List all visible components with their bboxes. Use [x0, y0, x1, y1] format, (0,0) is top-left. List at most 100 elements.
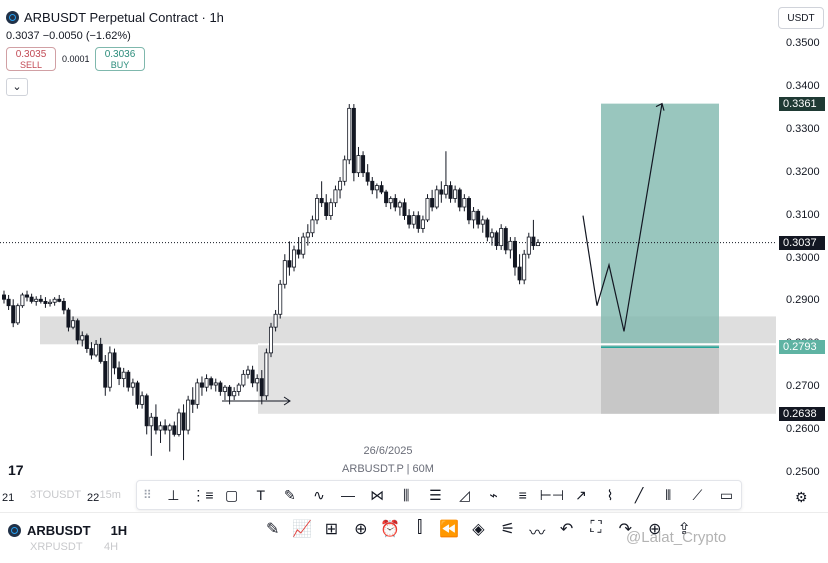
- candle-body: [38, 298, 43, 302]
- arc-icon[interactable]: ◿: [459, 486, 470, 503]
- bottom-tools: ✎ 📈 ⊞ ⊕ ⏰ ⫿ ⏪ ◈ ⚟ 〰 ↶ ⛶ ↷ ⊕ ⇪: [258, 519, 699, 543]
- price-chart[interactable]: [0, 0, 776, 478]
- target-price-tag: 0.3361: [779, 96, 825, 111]
- candle-body: [522, 253, 527, 281]
- candle-body: [34, 298, 39, 302]
- polyline-icon[interactable]: ⟋: [692, 486, 703, 503]
- horizontal-line-icon[interactable]: —: [341, 487, 356, 503]
- currency-selector[interactable]: USDT: [778, 7, 824, 29]
- stop-zone[interactable]: [601, 347, 719, 414]
- candle-body: [347, 107, 352, 161]
- bars-icon[interactable]: ⦀: [665, 486, 672, 503]
- share-icon[interactable]: ⇪: [677, 521, 691, 538]
- cursor-icon[interactable]: ⊥: [167, 486, 180, 503]
- candle-body: [517, 266, 522, 281]
- candle-body: [384, 191, 389, 204]
- curve-icon[interactable]: ∿: [313, 486, 325, 503]
- brush-2-icon[interactable]: ⌇: [606, 486, 614, 503]
- settings-sliders-icon[interactable]: ⚟: [500, 521, 515, 538]
- interval-selector[interactable]: 1H: [110, 523, 128, 538]
- candle-body: [209, 378, 214, 386]
- stop-price-tag: 0.2638: [779, 406, 825, 421]
- symbol-selector[interactable]: ARBUSDT 1H: [8, 523, 127, 538]
- comment-icon[interactable]: ▭: [719, 486, 734, 503]
- pencil-icon[interactable]: ✎: [265, 521, 280, 538]
- candle-body: [140, 395, 145, 405]
- screenshot-icon[interactable]: ⛶: [590, 519, 602, 536]
- layouts-icon[interactable]: ⊞: [324, 521, 339, 538]
- range-icon[interactable]: ⊢⊣: [539, 486, 565, 503]
- redo-icon[interactable]: ↷: [618, 521, 633, 538]
- chevron-down-icon[interactable]: ⌄: [6, 78, 28, 96]
- trend-line-icon[interactable]: ╱: [634, 486, 644, 503]
- text-icon[interactable]: T: [256, 487, 265, 503]
- candle-body: [57, 298, 62, 302]
- candles-icon[interactable]: ⫼: [403, 486, 410, 503]
- brush-icon[interactable]: ✎: [283, 486, 296, 503]
- candle-body: [163, 425, 168, 431]
- zoom-icon[interactable]: ⊕: [648, 521, 662, 538]
- candle-body: [103, 361, 108, 388]
- horizontal-arrow-annotation[interactable]: [222, 396, 291, 406]
- pattern-icon[interactable]: ⋈: [370, 486, 385, 503]
- add-icon[interactable]: ⊕: [354, 521, 368, 538]
- undo-icon[interactable]: ↶: [559, 521, 574, 538]
- candle-body: [407, 215, 412, 225]
- candle-body: [250, 369, 255, 384]
- fib-icon[interactable]: ☰: [429, 486, 442, 503]
- price-axis-label: 0.2500: [786, 466, 820, 478]
- candle-body: [25, 294, 30, 298]
- pitchfork-icon[interactable]: ⋮≡: [191, 486, 214, 503]
- candle-body: [319, 198, 324, 204]
- sell-price: 0.3035: [15, 49, 47, 60]
- trend-icon[interactable]: 〰: [529, 525, 546, 542]
- projection-path[interactable]: [582, 103, 663, 332]
- candle-body: [282, 260, 287, 285]
- replay-icon[interactable]: ⏪: [439, 521, 459, 538]
- candle-body: [89, 348, 94, 356]
- candle-body: [338, 180, 343, 191]
- candle-body: [172, 425, 177, 435]
- layers-icon[interactable]: ◈: [472, 521, 485, 538]
- candle-body: [2, 294, 7, 300]
- gear-icon[interactable]: ⚙: [795, 489, 808, 505]
- candle-body: [457, 189, 462, 208]
- buy-button[interactable]: 0.3036 BUY: [95, 47, 145, 71]
- candle-body: [448, 185, 453, 199]
- candle-body: [6, 298, 11, 307]
- candle-type-icon[interactable]: ⫿: [417, 519, 423, 536]
- candle-body: [232, 391, 237, 397]
- price-change-bar: 0.3037 −0.0050 (−1.62%): [6, 30, 131, 42]
- drawing-toolbar: ⠿ ⊥ ⋮≡ ▢ T ✎ ∿ — ⋈ ⫼ ☰ ◿ ⌁ ≡ ⊢⊣ ↗ ⌇ ╱ ⦀ …: [136, 480, 742, 510]
- indicators-icon[interactable]: 📈: [292, 521, 313, 538]
- price-axis-label: 0.2600: [786, 423, 820, 436]
- candle-body: [241, 373, 246, 386]
- rectangle-icon[interactable]: ▢: [225, 486, 239, 503]
- candle-body: [245, 369, 250, 375]
- drag-handle-icon[interactable]: ⠿: [143, 488, 152, 502]
- candle-body: [181, 412, 186, 431]
- time-tick-21: 21: [2, 492, 15, 504]
- candle-body: [499, 228, 504, 247]
- candle-body: [273, 313, 278, 328]
- last-price: 0.3037: [6, 30, 40, 42]
- symbol-header[interactable]: ARBUSDT Perpetual Contract · 1h: [6, 10, 224, 25]
- candle-body: [536, 242, 541, 247]
- candle-body: [443, 185, 448, 195]
- sell-button[interactable]: 0.3035 SELL: [6, 47, 56, 71]
- candle-body: [526, 236, 531, 255]
- buy-price: 0.3036: [104, 49, 136, 60]
- candle-body: [508, 240, 513, 251]
- candle-body: [190, 399, 195, 405]
- arrow-icon[interactable]: ↗: [575, 486, 587, 503]
- watermark-date: 26/6/2025: [363, 445, 413, 457]
- alert-icon[interactable]: ⏰: [380, 521, 401, 538]
- candle-body: [158, 425, 163, 431]
- path-icon[interactable]: ⌁: [489, 486, 498, 503]
- lines-icon[interactable]: ≡: [518, 487, 527, 503]
- target-zone[interactable]: [601, 103, 719, 348]
- candle-body: [342, 159, 347, 182]
- candle-body: [71, 320, 76, 328]
- symbol-title: ARBUSDT Perpetual Contract · 1h: [24, 10, 224, 25]
- candle-body: [144, 395, 149, 427]
